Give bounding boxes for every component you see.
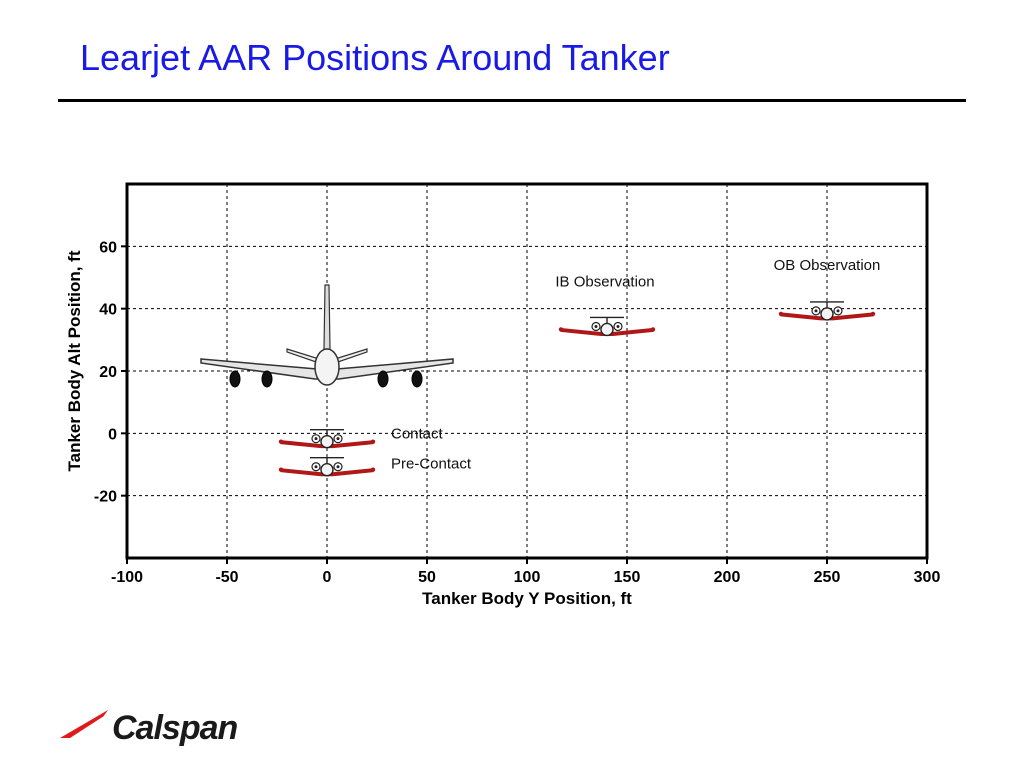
x-tick-label: -100 xyxy=(111,569,143,586)
learjet-marker xyxy=(278,457,376,477)
point-label: Contact xyxy=(391,426,444,443)
learjet-marker xyxy=(278,428,376,449)
calspan-logo: Calspan xyxy=(58,704,258,748)
axis-ticks: -100 -50 0 50 100 150 200 250 300 -20 0 20 40 60 xyxy=(94,239,941,586)
learjet-fuselage xyxy=(820,307,834,321)
learjet-engine-core xyxy=(336,465,340,469)
tanker-body xyxy=(200,284,454,388)
y-tick-label: -20 xyxy=(94,489,117,506)
tanker-fuselage xyxy=(314,348,340,386)
logo-text: Calspan xyxy=(112,709,238,747)
learjet-marker xyxy=(778,301,876,321)
slide-title: Learjet AAR Positions Around Tanker xyxy=(80,37,670,78)
grid-lines xyxy=(127,184,927,558)
learjet-wingtip xyxy=(370,439,376,444)
x-tick-label: -50 xyxy=(215,569,238,586)
tanker-engine xyxy=(261,370,273,388)
y-tick-label: 20 xyxy=(99,364,117,381)
learjet-wingtip xyxy=(278,467,284,472)
tanker-engine xyxy=(377,370,389,388)
title-divider xyxy=(58,99,966,102)
point-label: Pre-Contact xyxy=(391,456,472,473)
x-tick-label: 300 xyxy=(914,569,941,586)
learjet-engine-core xyxy=(314,465,318,469)
learjet-wingtip xyxy=(558,327,564,332)
tanker-aircraft-icon xyxy=(200,284,454,388)
learjet-engine-core xyxy=(314,437,318,441)
y-tick-label: 0 xyxy=(108,426,117,443)
y-axis-label: Tanker Body Alt Position, ft xyxy=(65,250,84,471)
x-tick-label: 100 xyxy=(514,569,541,586)
learjet-engine-core xyxy=(616,324,620,328)
x-tick-label: 150 xyxy=(614,569,641,586)
learjet-engine-core xyxy=(836,309,840,313)
y-tick-label: 40 xyxy=(99,302,117,319)
learjet-wingtip xyxy=(370,467,376,472)
learjet-fuselage xyxy=(320,463,334,477)
calspan-swoosh-icon xyxy=(60,710,108,738)
learjet-wingtip xyxy=(870,311,876,317)
x-tick-label: 0 xyxy=(323,569,332,586)
learjet-fuselage xyxy=(600,322,614,337)
learjet-engine-core xyxy=(814,309,818,313)
y-tick-label: 60 xyxy=(99,239,117,256)
learjet-positions: Contact Pre-Contact IB Observation OB Obser… xyxy=(278,257,881,477)
learjet-wingtip xyxy=(650,327,656,332)
tanker-engine xyxy=(411,370,423,388)
learjet-engine-core xyxy=(594,324,598,328)
learjet-wingtip xyxy=(778,311,784,317)
x-tick-label: 200 xyxy=(714,569,741,586)
learjet-marker xyxy=(558,316,656,337)
learjet-engine-core xyxy=(336,437,340,441)
x-tick-label: 250 xyxy=(814,569,841,586)
x-tick-label: 50 xyxy=(418,569,436,586)
point-label: OB Observation xyxy=(774,257,881,274)
tanker-engine xyxy=(229,370,241,388)
learjet-fuselage xyxy=(320,434,334,449)
point-label: IB Observation xyxy=(555,273,654,290)
x-axis-label: Tanker Body Y Position, ft xyxy=(422,589,632,608)
learjet-wingtip xyxy=(278,439,284,444)
tanker-fin xyxy=(323,284,331,350)
